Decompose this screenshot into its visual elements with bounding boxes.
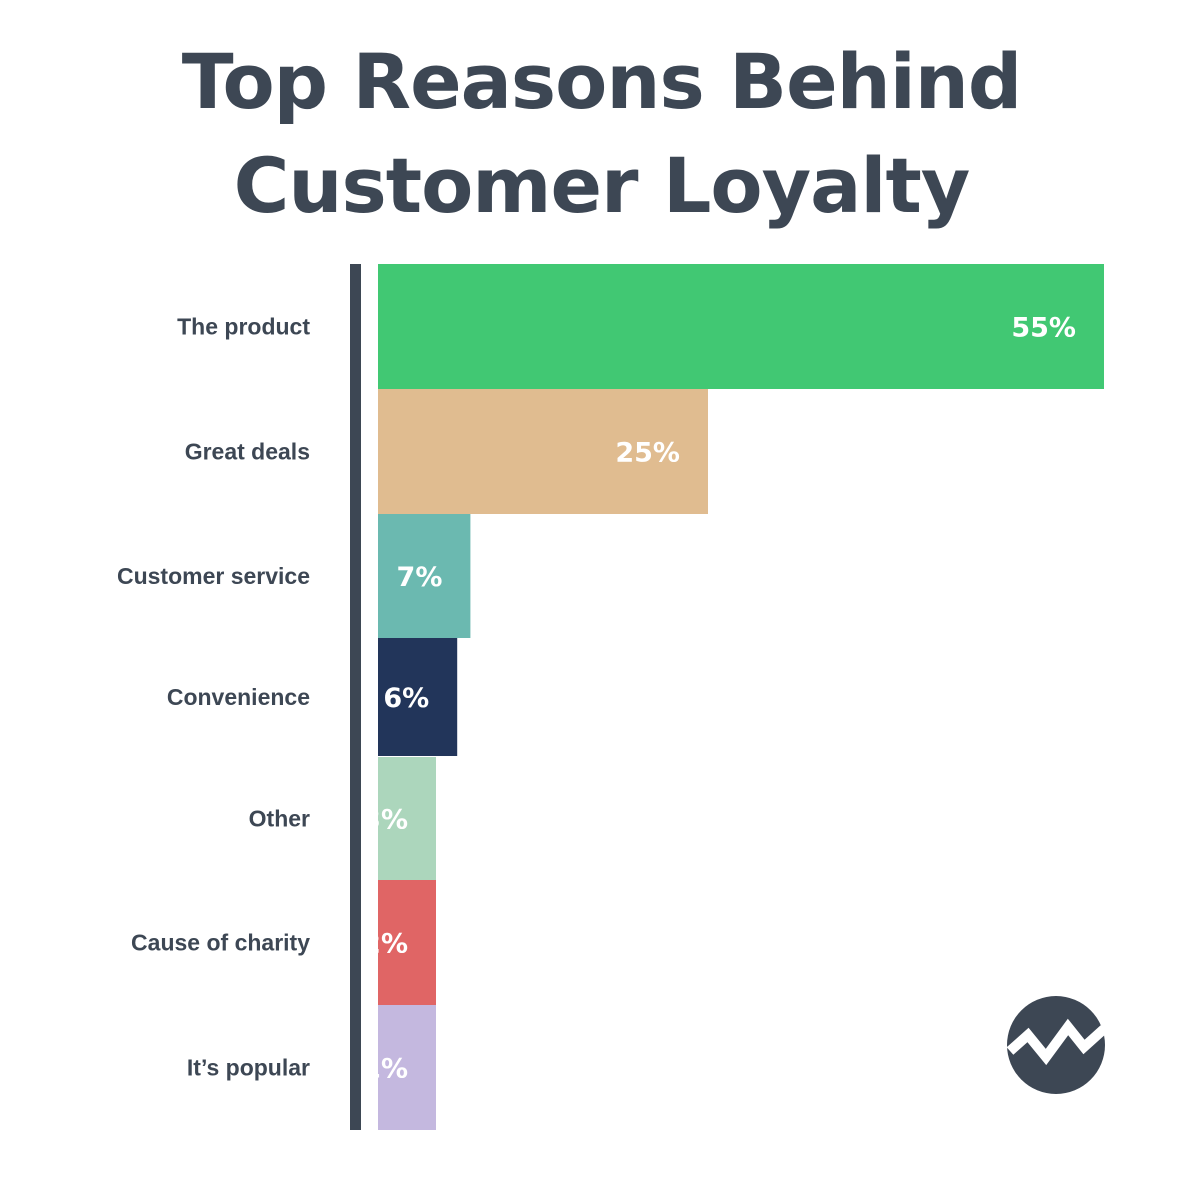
bar-it-s-popular	[378, 1005, 436, 1130]
trend-zigzag-logo-icon	[1006, 996, 1106, 1094]
category-labels-group: The product Great deals Customer service Co…	[117, 314, 310, 1081]
y-axis-line	[350, 264, 361, 1130]
value-label-great-deals: 25%	[615, 438, 680, 469]
chart-title-line-2: Customer Loyalty	[233, 141, 971, 230]
category-label-the-product: The product	[177, 314, 310, 340]
value-labels-group: 55% 25% 7% 6% 3% 2% 1%	[362, 313, 1076, 1085]
value-label-the-product: 55%	[1011, 313, 1076, 344]
chart-title: Top Reasons Behind Customer Loyalty	[0, 30, 1203, 238]
chart-title-line-1: Top Reasons Behind	[181, 37, 1023, 126]
bar-customer-service	[378, 514, 471, 638]
value-label-convenience: 6%	[383, 683, 429, 714]
bar-convenience	[378, 638, 458, 756]
bar-the-product	[378, 264, 1104, 389]
bar-other	[378, 757, 436, 880]
category-label-great-deals: Great deals	[185, 439, 310, 465]
bars-group	[378, 264, 1104, 1130]
category-label-cause-of-charity: Cause of charity	[131, 930, 310, 956]
value-label-it-s-popular: 1%	[362, 1054, 408, 1085]
category-label-other: Other	[249, 806, 310, 832]
bar-great-deals	[378, 389, 708, 514]
category-label-customer-service: Customer service	[117, 563, 310, 589]
value-label-cause-of-charity: 2%	[362, 929, 408, 960]
value-label-other: 3%	[362, 805, 408, 836]
category-label-it-s-popular: It’s popular	[187, 1055, 310, 1081]
category-label-convenience: Convenience	[167, 684, 310, 710]
value-label-customer-service: 7%	[397, 562, 443, 593]
bar-cause-of-charity	[378, 880, 436, 1005]
